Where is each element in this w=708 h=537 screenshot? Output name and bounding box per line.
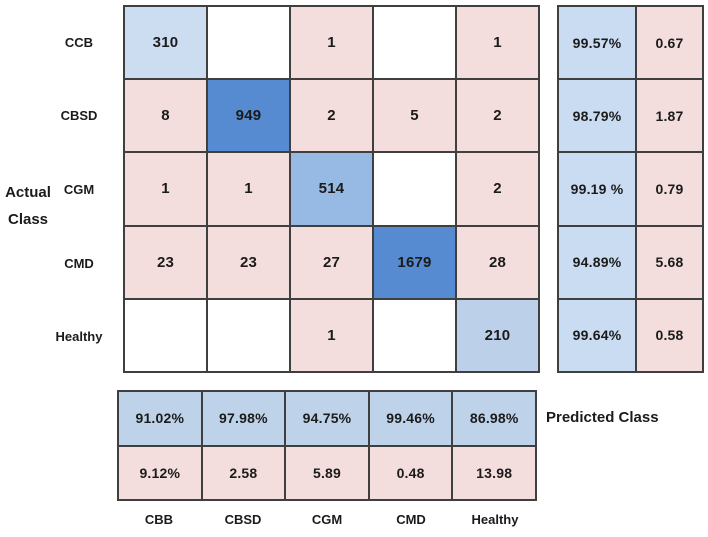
matrix-cell: 1679	[374, 226, 455, 298]
matrix-cell: 2	[457, 80, 538, 152]
col-accuracy-cell: 97.98%	[202, 392, 285, 445]
col-summary-table: 91.02% 97.98% 94.75% 99.46% 86.98% 9.12%…	[117, 390, 537, 501]
matrix-cell	[125, 299, 206, 371]
matrix-cell: 28	[457, 226, 538, 298]
matrix-cell: 1	[125, 153, 206, 225]
matrix-cell: 1	[291, 7, 372, 79]
matrix-cell: 514	[291, 153, 372, 225]
col-label-cbsd: CBSD	[224, 512, 262, 527]
col-accuracy-cell: 94.75%	[286, 392, 368, 445]
row-label-cmd: CMD	[64, 256, 94, 271]
col-label-healthy: Healthy	[471, 512, 519, 527]
col-error-cell: 13.98	[453, 446, 535, 499]
matrix-cell: 23	[208, 226, 289, 298]
confusion-matrix: 310 1 1 8 949 2 5 2 1 1 514 2 23 23 27 1…	[123, 5, 540, 373]
matrix-cell: 2	[457, 153, 538, 225]
col-error-cell: 9.12%	[119, 446, 201, 499]
col-label-cmd: CMD	[396, 512, 426, 527]
row-accuracy-cell: 99.64%	[559, 299, 635, 371]
row-error-cell: 5.68	[637, 226, 702, 298]
col-accuracy-cell: 91.02%	[119, 392, 201, 445]
matrix-cell: 1	[208, 153, 289, 225]
matrix-cell	[374, 153, 455, 225]
matrix-cell: 8	[125, 80, 206, 152]
predicted-class-label: Predicted Class	[546, 409, 659, 426]
matrix-cell: 27	[291, 226, 372, 298]
matrix-cell	[374, 7, 455, 79]
matrix-cell: 2	[291, 80, 372, 152]
row-error-cell: 0.67	[637, 7, 702, 79]
row-label-healthy: Healthy	[55, 329, 103, 344]
matrix-cell: 949	[208, 80, 289, 152]
row-accuracy-cell: 99.57%	[559, 7, 635, 79]
row-error-cell: 1.87	[637, 80, 702, 152]
matrix-cell: 1	[291, 299, 372, 371]
row-label-cbsd: CBSD	[60, 108, 98, 123]
matrix-cell	[374, 299, 455, 371]
row-accuracy-cell: 98.79%	[559, 80, 635, 152]
col-error-cell: 5.89	[286, 446, 368, 499]
col-accuracy-cell: 86.98%	[453, 392, 535, 445]
matrix-cell	[208, 7, 289, 79]
col-error-cell: 2.58	[202, 446, 285, 499]
row-error-cell: 0.79	[637, 153, 702, 225]
row-label-ccb: CCB	[64, 35, 94, 50]
matrix-cell	[208, 299, 289, 371]
matrix-cell: 210	[457, 299, 538, 371]
matrix-cell: 310	[125, 7, 206, 79]
matrix-cell: 5	[374, 80, 455, 152]
row-accuracy-cell: 94.89%	[559, 226, 635, 298]
row-summary-table: 99.57% 0.67 98.79% 1.87 99.19 % 0.79 94.…	[557, 5, 704, 373]
col-accuracy-cell: 99.46%	[369, 392, 452, 445]
actual-class-label-line1: Actual	[5, 184, 51, 201]
col-label-cbb: CBB	[144, 512, 174, 527]
row-error-cell: 0.58	[637, 299, 702, 371]
col-label-cgm: CGM	[311, 512, 343, 527]
matrix-cell: 1	[457, 7, 538, 79]
actual-class-label-line2: Class	[7, 211, 49, 228]
row-accuracy-cell: 99.19 %	[559, 153, 635, 225]
col-error-cell: 0.48	[369, 446, 452, 499]
matrix-cell: 23	[125, 226, 206, 298]
row-label-cgm: CGM	[63, 182, 95, 197]
